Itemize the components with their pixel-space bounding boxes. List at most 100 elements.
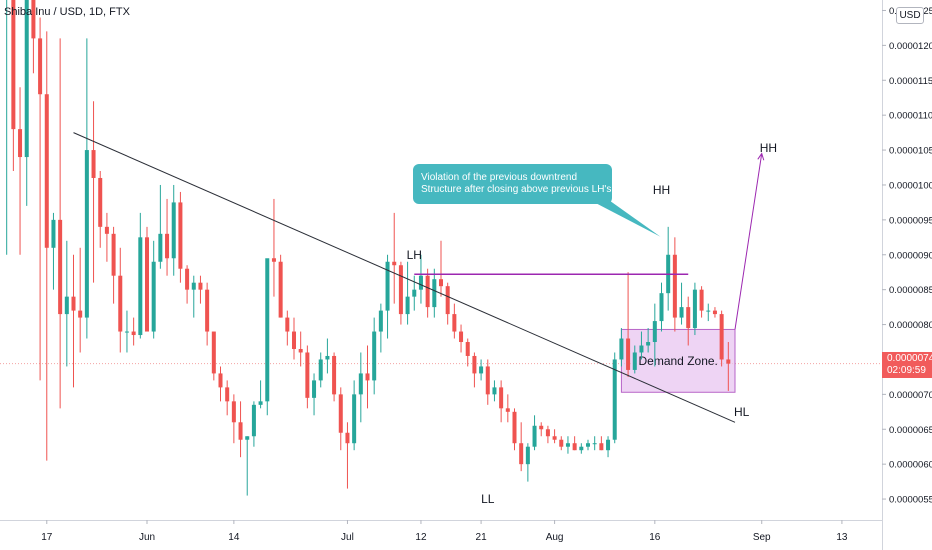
candle xyxy=(539,422,544,437)
candle-body xyxy=(505,408,510,412)
candle-body xyxy=(405,296,410,315)
candle-body xyxy=(652,321,657,343)
candle-body xyxy=(84,150,89,318)
candle-body xyxy=(118,275,123,332)
candle xyxy=(245,436,250,496)
drawings[interactable] xyxy=(73,132,765,423)
candle xyxy=(78,247,83,353)
swing-label: LL xyxy=(481,492,495,506)
candle-body xyxy=(572,443,577,451)
candle xyxy=(532,415,537,451)
candle xyxy=(291,317,297,360)
candle xyxy=(265,258,270,416)
candle-body xyxy=(218,373,223,388)
currency-badge[interactable]: USD xyxy=(896,7,924,24)
candle xyxy=(332,352,337,402)
candle-body xyxy=(245,436,250,440)
candle xyxy=(599,436,604,451)
candle-body xyxy=(385,261,390,311)
candle xyxy=(479,359,484,381)
candle-body xyxy=(512,411,517,444)
candle-body xyxy=(24,0,29,158)
candle-body xyxy=(579,446,584,451)
time-tick-label: Jul xyxy=(341,532,354,543)
candle-body xyxy=(124,331,129,333)
candle xyxy=(124,310,129,353)
candle-body xyxy=(632,352,637,370)
candle-body xyxy=(472,355,477,374)
candle-body xyxy=(692,289,697,329)
candle-body xyxy=(365,373,370,381)
candle xyxy=(131,317,136,346)
candle-body xyxy=(432,279,437,308)
candle-body xyxy=(485,366,490,395)
candle-body xyxy=(726,359,731,364)
candle-body xyxy=(31,0,36,39)
candle xyxy=(325,338,330,374)
last-price-value: 0.00000744 xyxy=(887,353,932,364)
candle xyxy=(712,307,717,318)
candle xyxy=(565,436,570,454)
candle xyxy=(652,303,657,367)
candle-body xyxy=(325,355,330,360)
candle xyxy=(271,198,276,297)
downtrend-line xyxy=(73,132,736,423)
callout-note[interactable]: Violation of the previous downtrend Stru… xyxy=(413,164,620,204)
candle xyxy=(632,345,637,374)
candle xyxy=(218,366,223,402)
candle-body xyxy=(552,436,557,440)
candle-body xyxy=(585,443,591,447)
candle-body xyxy=(452,314,457,332)
candle-body xyxy=(358,373,363,395)
candle-body xyxy=(712,310,717,315)
candle xyxy=(512,408,517,451)
candle-body xyxy=(191,282,196,290)
candle xyxy=(358,352,363,423)
candle xyxy=(178,191,183,283)
candle-body xyxy=(639,345,644,353)
candle-body xyxy=(298,348,303,353)
candle-body xyxy=(278,261,283,318)
candle xyxy=(44,31,49,461)
candle xyxy=(211,331,216,381)
candle-body xyxy=(305,352,310,398)
candle-body xyxy=(131,331,136,336)
candle xyxy=(519,422,524,472)
candle-body xyxy=(418,275,423,290)
candle xyxy=(38,17,43,381)
candle-body xyxy=(465,342,470,356)
candle-body xyxy=(291,331,297,349)
candle-body xyxy=(171,202,176,259)
candle-body xyxy=(706,310,711,312)
candle xyxy=(231,394,236,444)
candle-body xyxy=(398,265,403,315)
candle xyxy=(472,352,477,388)
candle-body xyxy=(258,401,263,405)
swing-label: LH xyxy=(407,248,422,262)
candle-body xyxy=(144,237,150,332)
candle xyxy=(679,282,684,325)
candle xyxy=(84,38,89,339)
candle xyxy=(158,184,163,269)
candle xyxy=(692,282,697,336)
symbol-title[interactable]: Shiba Inu / USD, 1D, FTX xyxy=(4,6,130,18)
candle-body xyxy=(412,289,417,297)
candle xyxy=(626,272,631,377)
candle xyxy=(646,328,651,353)
candle xyxy=(492,380,497,402)
candle-body xyxy=(51,219,56,248)
candle xyxy=(672,237,677,332)
candle-body xyxy=(612,359,617,440)
candle xyxy=(104,212,109,262)
price-tick-label: 0.00000550 xyxy=(889,495,932,506)
candle-body xyxy=(64,296,69,315)
candle xyxy=(385,254,390,339)
demand-zone-group[interactable]: Demand Zone. xyxy=(620,328,736,393)
candle-body xyxy=(345,432,350,444)
